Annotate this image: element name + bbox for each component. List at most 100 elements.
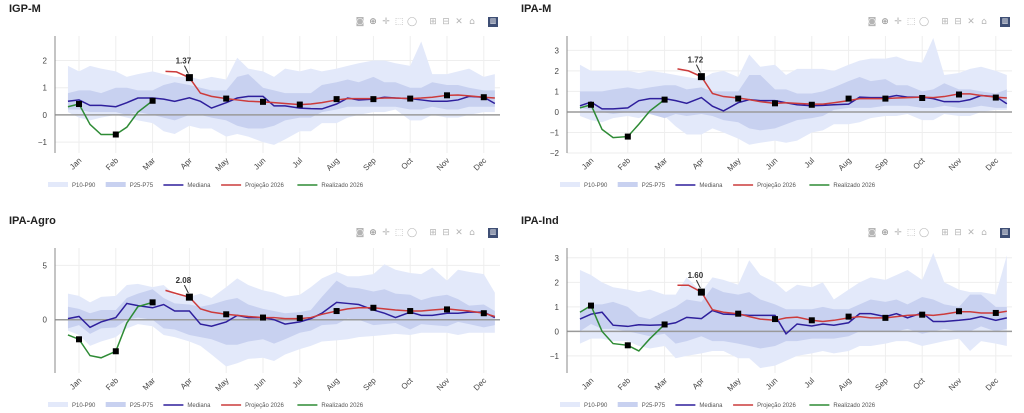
legend-item-label[interactable]: Mediana	[699, 403, 723, 409]
plot-svg[interactable]: 1.37 −1 0 1 2 Jan Feb Mar Apr May Jun Jul Aug Sep Oct N…	[0, 0, 512, 206]
legend-item-label[interactable]: P25-P75	[130, 183, 154, 189]
legend-swatch[interactable]	[48, 402, 68, 407]
data-point-marker[interactable]	[370, 304, 377, 311]
legend-item-label[interactable]: P10-P90	[584, 183, 608, 189]
lasso-select-icon[interactable]: ◯	[407, 17, 418, 27]
legend-item-label[interactable]: Realizado 2026	[321, 183, 363, 189]
data-point-marker[interactable]	[624, 133, 631, 140]
zoom-in-icon[interactable]: ⊞	[941, 228, 949, 238]
data-point-marker[interactable]	[956, 91, 962, 98]
data-point-marker[interactable]	[919, 94, 926, 101]
plot-svg[interactable]: 1.60 −1 0 1 2 3 Jan Feb Mar Apr May Jun Jul Aug Sep Oct…	[512, 206, 1024, 412]
data-point-marker[interactable]	[185, 293, 193, 301]
plot-svg[interactable]: 2.08 0 5 Jan Feb Mar Apr May Jun Jul Aug Sep Oct Nov D…	[0, 206, 512, 412]
pan-icon[interactable]: ✛	[894, 17, 902, 27]
data-point-marker[interactable]	[992, 94, 999, 101]
data-point-marker[interactable]	[333, 308, 340, 315]
data-point-marker[interactable]	[697, 73, 705, 81]
plotly-logo-icon[interactable]: ▥	[488, 228, 498, 238]
data-point-marker[interactable]	[845, 95, 852, 102]
camera-icon[interactable]: ◙	[355, 228, 365, 238]
legend-item-label[interactable]: P10-P90	[72, 403, 96, 409]
data-point-marker[interactable]	[992, 309, 999, 316]
data-point-marker[interactable]	[808, 101, 815, 108]
lasso-select-icon[interactable]: ◯	[919, 17, 930, 27]
data-point-marker[interactable]	[444, 92, 450, 99]
data-point-marker[interactable]	[76, 101, 82, 108]
camera-icon[interactable]: ◙	[867, 17, 877, 27]
camera-icon[interactable]: ◙	[867, 228, 877, 238]
data-point-marker[interactable]	[735, 95, 742, 102]
pan-icon[interactable]: ✛	[382, 17, 390, 27]
data-point-marker[interactable]	[260, 98, 266, 105]
data-point-marker[interactable]	[735, 310, 742, 317]
legend-item-label[interactable]: Realizado 2026	[321, 403, 363, 409]
legend-item-label[interactable]: Projeção 2026	[757, 183, 796, 189]
data-point-marker[interactable]	[772, 100, 778, 107]
legend-item-label[interactable]: Mediana	[187, 403, 211, 409]
data-point-marker[interactable]	[112, 348, 119, 355]
data-point-marker[interactable]	[588, 101, 594, 108]
data-point-marker[interactable]	[480, 310, 487, 317]
zoom-in-icon[interactable]: ⊞	[429, 228, 437, 238]
autoscale-icon[interactable]: ✕	[455, 17, 463, 27]
reset-axes-icon[interactable]: ⌂	[981, 228, 987, 238]
box-select-icon[interactable]: ⬚	[906, 228, 916, 238]
data-point-marker[interactable]	[588, 302, 594, 309]
legend-swatch[interactable]	[617, 402, 638, 407]
legend-item-label[interactable]: Realizado 2026	[833, 403, 875, 409]
zoom-icon[interactable]: ⊕	[369, 17, 377, 27]
data-point-marker[interactable]	[223, 95, 230, 102]
legend-swatch[interactable]	[560, 182, 580, 187]
plotly-logo-icon[interactable]: ▥	[488, 17, 498, 27]
data-point-marker[interactable]	[845, 313, 852, 320]
zoom-icon[interactable]: ⊕	[369, 228, 377, 238]
legend-item-label[interactable]: Mediana	[699, 183, 723, 189]
legend-item-label[interactable]: Mediana	[187, 183, 211, 189]
zoom-out-icon[interactable]: ⊟	[954, 17, 962, 27]
plotly-logo-icon[interactable]: ▥	[1000, 228, 1010, 238]
legend-item-label[interactable]: P10-P90	[584, 403, 608, 409]
data-point-marker[interactable]	[296, 101, 303, 108]
data-point-marker[interactable]	[882, 95, 889, 102]
data-point-marker[interactable]	[697, 288, 705, 296]
legend-swatch[interactable]	[617, 182, 638, 187]
zoom-out-icon[interactable]: ⊟	[442, 228, 450, 238]
legend-swatch[interactable]	[48, 182, 68, 187]
data-point-marker[interactable]	[808, 317, 815, 324]
data-point-marker[interactable]	[407, 95, 414, 102]
reset-axes-icon[interactable]: ⌂	[469, 17, 475, 27]
camera-icon[interactable]: ◙	[355, 17, 365, 27]
legend-swatch[interactable]	[105, 182, 126, 187]
legend-item-label[interactable]: Projeção 2026	[245, 403, 284, 409]
plot-svg[interactable]: 1.72 −2 −1 0 1 2 3 Jan Feb Mar Apr May Jun Jul Aug Sep O…	[512, 0, 1024, 206]
reset-axes-icon[interactable]: ⌂	[469, 228, 475, 238]
box-select-icon[interactable]: ⬚	[906, 17, 916, 27]
data-point-marker[interactable]	[919, 311, 926, 318]
legend-item-label[interactable]: P10-P90	[72, 183, 96, 189]
data-point-marker[interactable]	[772, 316, 778, 323]
legend-swatch[interactable]	[105, 402, 126, 407]
legend-item-label[interactable]: P25-P75	[642, 403, 666, 409]
data-point-marker[interactable]	[370, 96, 377, 103]
zoom-out-icon[interactable]: ⊟	[954, 228, 962, 238]
plotly-logo-icon[interactable]: ▥	[1000, 17, 1010, 27]
lasso-select-icon[interactable]: ◯	[407, 228, 418, 238]
zoom-icon[interactable]: ⊕	[881, 228, 889, 238]
box-select-icon[interactable]: ⬚	[394, 17, 404, 27]
autoscale-icon[interactable]: ✕	[967, 228, 975, 238]
data-point-marker[interactable]	[185, 74, 193, 82]
legend-item-label[interactable]: Projeção 2026	[757, 403, 796, 409]
legend-item-label[interactable]: P25-P75	[642, 183, 666, 189]
data-point-marker[interactable]	[260, 314, 266, 321]
pan-icon[interactable]: ✛	[382, 228, 390, 238]
autoscale-icon[interactable]: ✕	[967, 17, 975, 27]
data-point-marker[interactable]	[480, 94, 487, 101]
data-point-marker[interactable]	[223, 311, 230, 318]
data-point-marker[interactable]	[149, 97, 156, 104]
data-point-marker[interactable]	[333, 96, 340, 103]
zoom-out-icon[interactable]: ⊟	[442, 17, 450, 27]
box-select-icon[interactable]: ⬚	[394, 228, 404, 238]
legend-item-label[interactable]: P25-P75	[130, 403, 154, 409]
data-point-marker[interactable]	[296, 315, 303, 322]
